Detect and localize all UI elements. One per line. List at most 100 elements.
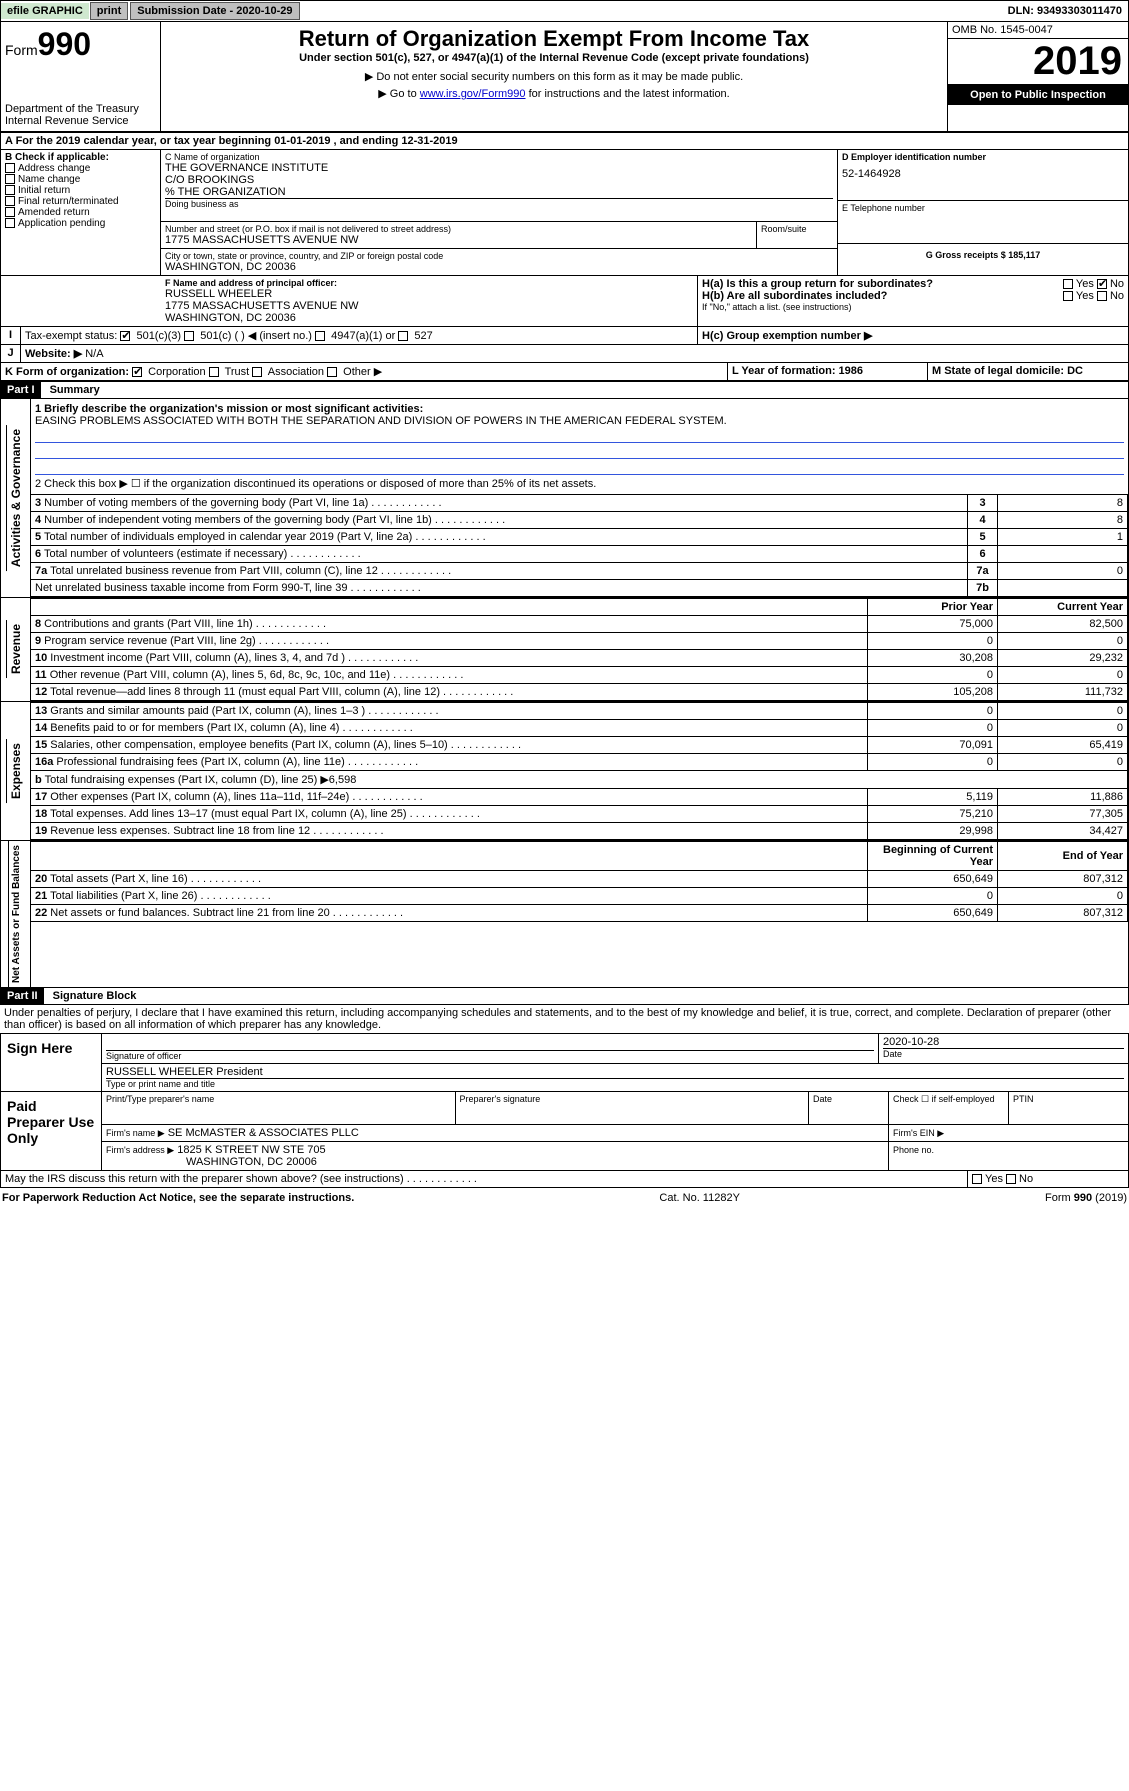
chk-501c3[interactable] bbox=[120, 331, 130, 341]
side-label-expenses: Expenses bbox=[6, 739, 25, 803]
table-row: 18 Total expenses. Add lines 13–17 (must… bbox=[31, 806, 1128, 823]
pra-notice: For Paperwork Reduction Act Notice, see … bbox=[2, 1192, 354, 1204]
chk-name-change[interactable] bbox=[5, 174, 15, 184]
table-row: 14 Benefits paid to or for members (Part… bbox=[31, 720, 1128, 737]
part1-title: Part I bbox=[1, 382, 41, 398]
dept-treasury: Department of the Treasury bbox=[5, 103, 156, 115]
chk-other[interactable] bbox=[327, 367, 337, 377]
discuss-row: May the IRS discuss this return with the… bbox=[1, 1171, 968, 1187]
ha-yes[interactable] bbox=[1063, 279, 1073, 289]
org-name: THE GOVERNANCE INSTITUTE bbox=[165, 162, 833, 174]
chk-527[interactable] bbox=[398, 331, 408, 341]
section-expenses: Expenses 13 Grants and similar amounts p… bbox=[0, 702, 1129, 841]
form-subtitle: Under section 501(c), 527, or 4947(a)(1)… bbox=[165, 52, 943, 64]
discuss-no[interactable] bbox=[1006, 1174, 1016, 1184]
officer-addr1: 1775 MASSACHUSETTS AVENUE NW bbox=[165, 300, 693, 312]
part2-subtitle: Signature Block bbox=[47, 990, 137, 1002]
tax-year: 2019 bbox=[948, 39, 1128, 85]
table-row: 17 Other expenses (Part IX, column (A), … bbox=[31, 789, 1128, 806]
part1-subtitle: Summary bbox=[44, 384, 100, 396]
cat-no: Cat. No. 11282Y bbox=[659, 1192, 740, 1204]
form-header: Form990 Department of the Treasury Inter… bbox=[0, 22, 1129, 133]
block-b: B Check if applicable: Address change Na… bbox=[1, 150, 161, 275]
chk-initial-return[interactable] bbox=[5, 185, 15, 195]
discuss-yes[interactable] bbox=[972, 1174, 982, 1184]
table-row: 10 Investment income (Part VIII, column … bbox=[31, 650, 1128, 667]
firm-name: SE McMASTER & ASSOCIATES PLLC bbox=[168, 1127, 359, 1139]
chk-4947[interactable] bbox=[315, 331, 325, 341]
sign-here: Sign Here bbox=[1, 1034, 101, 1091]
org-name-label: C Name of organization bbox=[165, 152, 833, 162]
table-row: 22 Net assets or fund balances. Subtract… bbox=[31, 905, 1128, 922]
street-address: 1775 MASSACHUSETTS AVENUE NW bbox=[165, 234, 752, 246]
chk-amended[interactable] bbox=[5, 207, 15, 217]
table-row: 9 Program service revenue (Part VIII, li… bbox=[31, 633, 1128, 650]
firm-addr1: 1825 K STREET NW STE 705 bbox=[177, 1144, 325, 1156]
omb-number: OMB No. 1545-0047 bbox=[948, 22, 1128, 39]
h-b-note: If "No," attach a list. (see instruction… bbox=[702, 302, 1124, 312]
line-a: A For the 2019 calendar year, or tax yea… bbox=[1, 133, 1128, 149]
city-label: City or town, state or province, country… bbox=[165, 251, 833, 261]
addr-label: Number and street (or P.O. box if mail i… bbox=[165, 224, 752, 234]
section-activities-governance: Activities & Governance 1 Briefly descri… bbox=[0, 399, 1129, 598]
hb-yes[interactable] bbox=[1063, 291, 1073, 301]
footer: For Paperwork Reduction Act Notice, see … bbox=[0, 1188, 1129, 1208]
city-state-zip: WASHINGTON, DC 20036 bbox=[165, 261, 833, 273]
table-row: 12 Total revenue—add lines 8 through 11 … bbox=[31, 684, 1128, 701]
gross-receipts: G Gross receipts $ 185,117 bbox=[842, 250, 1124, 260]
table-row: 3 Number of voting members of the govern… bbox=[31, 495, 1128, 512]
table-row: Net unrelated business taxable income fr… bbox=[31, 580, 1128, 597]
table-row: 4 Number of independent voting members o… bbox=[31, 512, 1128, 529]
ha-no[interactable] bbox=[1097, 279, 1107, 289]
officer-addr2: WASHINGTON, DC 20036 bbox=[165, 312, 693, 324]
line-m: M State of legal domicile: DC bbox=[928, 363, 1128, 380]
h-a: H(a) Is this a group return for subordin… bbox=[702, 278, 1124, 290]
chk-app-pending[interactable] bbox=[5, 218, 15, 228]
table-row: 16a Professional fundraising fees (Part … bbox=[31, 754, 1128, 771]
signature-block: Sign Here Signature of officer 2020-10-2… bbox=[0, 1033, 1129, 1171]
table-row: 20 Total assets (Part X, line 16)650,649… bbox=[31, 871, 1128, 888]
side-label-netassets: Net Assets or Fund Balances bbox=[8, 841, 24, 987]
paid-preparer: Paid Preparer Use Only bbox=[1, 1092, 101, 1170]
sig-officer-label: Signature of officer bbox=[106, 1050, 874, 1061]
table-row: 11 Other revenue (Part VIII, column (A),… bbox=[31, 667, 1128, 684]
org-care-of: C/O BROOKINGS bbox=[165, 174, 833, 186]
tax-exempt-row: Tax-exempt status: 501(c)(3) 501(c) ( ) … bbox=[21, 327, 698, 344]
q1-label: 1 Briefly describe the organization's mi… bbox=[35, 403, 1124, 415]
entity-block: B Check if applicable: Address change Na… bbox=[0, 150, 1129, 276]
room-label: Room/suite bbox=[761, 224, 833, 234]
submission-date-button[interactable]: Submission Date - 2020-10-29 bbox=[130, 2, 299, 20]
part2-title: Part II bbox=[1, 988, 44, 1004]
chk-501c[interactable] bbox=[184, 331, 194, 341]
chk-address-change[interactable] bbox=[5, 163, 15, 173]
officer-label: F Name and address of principal officer: bbox=[165, 278, 693, 288]
sig-date: 2020-10-28 bbox=[883, 1036, 1124, 1048]
h-c: H(c) Group exemption number ▶ bbox=[698, 327, 1128, 344]
top-bar: efile GRAPHIC print Submission Date - 20… bbox=[0, 0, 1129, 22]
note-ssn: ▶ Do not enter social security numbers o… bbox=[165, 70, 943, 83]
open-inspection: Open to Public Inspection bbox=[948, 85, 1128, 105]
expenses-table: 13 Grants and similar amounts paid (Part… bbox=[31, 702, 1128, 840]
ein-label: D Employer identification number bbox=[842, 152, 1124, 162]
chk-trust[interactable] bbox=[209, 367, 219, 377]
chk-assoc[interactable] bbox=[252, 367, 262, 377]
side-label-revenue: Revenue bbox=[6, 620, 25, 678]
form-ref: Form 990 (2019) bbox=[1045, 1192, 1127, 1204]
ein-value: 52-1464928 bbox=[842, 168, 1124, 180]
dept-irs: Internal Revenue Service bbox=[5, 115, 156, 127]
irs-link[interactable]: www.irs.gov/Form990 bbox=[420, 88, 526, 100]
h-b: H(b) Are all subordinates included? Yes … bbox=[702, 290, 1124, 302]
website-row: Website: ▶ N/A bbox=[21, 345, 1128, 362]
ag-table: 3 Number of voting members of the govern… bbox=[31, 494, 1128, 597]
officer-name: RUSSELL WHEELER bbox=[165, 288, 693, 300]
note-link: ▶ Go to www.irs.gov/Form990 for instruct… bbox=[165, 87, 943, 100]
efile-badge: efile GRAPHIC bbox=[1, 3, 89, 19]
table-row: b Total fundraising expenses (Part IX, c… bbox=[31, 771, 1128, 789]
chk-corp[interactable] bbox=[132, 367, 142, 377]
side-label-ag: Activities & Governance bbox=[6, 425, 25, 571]
print-button[interactable]: print bbox=[90, 2, 128, 20]
hb-no[interactable] bbox=[1097, 291, 1107, 301]
chk-final-return[interactable] bbox=[5, 196, 15, 206]
table-row: 6 Total number of volunteers (estimate i… bbox=[31, 546, 1128, 563]
org-pct: % THE ORGANIZATION bbox=[165, 186, 833, 198]
